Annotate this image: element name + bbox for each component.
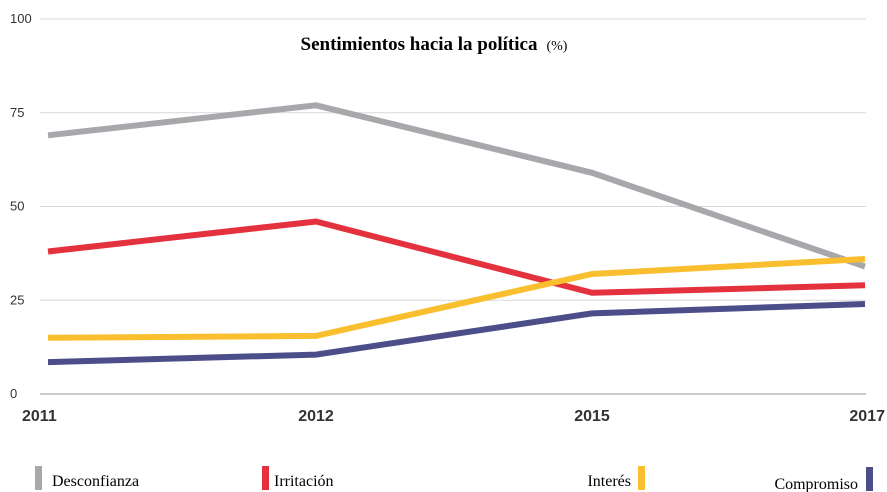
x-axis-ticks: 2011 2012 2015 2017 xyxy=(22,408,885,425)
x-tick-label: 2012 xyxy=(298,408,334,425)
series-line-desconfianza xyxy=(47,102,866,270)
y-tick-label: 75 xyxy=(10,105,24,120)
y-tick-label: 0 xyxy=(10,386,17,401)
series-lines xyxy=(47,102,866,366)
legend-item-irritación: Irritación xyxy=(262,466,334,490)
series-line-interés xyxy=(47,256,866,341)
legend-swatch xyxy=(638,466,645,490)
legend-swatch xyxy=(262,466,269,490)
legend-swatch xyxy=(35,466,42,490)
legend-item-interés: Interés xyxy=(587,466,645,490)
legend-item-compromiso: Compromiso xyxy=(774,467,873,492)
x-tick-label: 2017 xyxy=(849,408,885,425)
series-line-compromiso xyxy=(47,301,866,366)
x-tick-label: 2015 xyxy=(574,408,610,425)
chart-title-unit: (%) xyxy=(546,39,567,54)
legend-swatch xyxy=(866,467,873,491)
chart-title: Sentimientos hacia la política (%) xyxy=(301,34,568,55)
legend-item-desconfianza: Desconfianza xyxy=(35,466,139,490)
y-tick-label: 50 xyxy=(10,199,24,214)
legend-label: Desconfianza xyxy=(52,473,139,490)
chart-title-text: Sentimientos hacia la política xyxy=(301,34,538,55)
grid xyxy=(40,18,866,395)
legend-label: Interés xyxy=(587,473,631,490)
series-line-irritación xyxy=(47,218,866,296)
legend-label: Irritación xyxy=(274,473,334,490)
legend-label: Compromiso xyxy=(774,476,858,492)
x-tick-label: 2011 xyxy=(22,408,57,425)
y-tick-label: 25 xyxy=(10,292,24,307)
legend: Desconfianza Irritación Interés Compromiso xyxy=(35,466,873,492)
y-tick-label: 100 xyxy=(10,11,32,26)
y-axis-ticks: 0 25 50 75 100 xyxy=(10,11,32,401)
